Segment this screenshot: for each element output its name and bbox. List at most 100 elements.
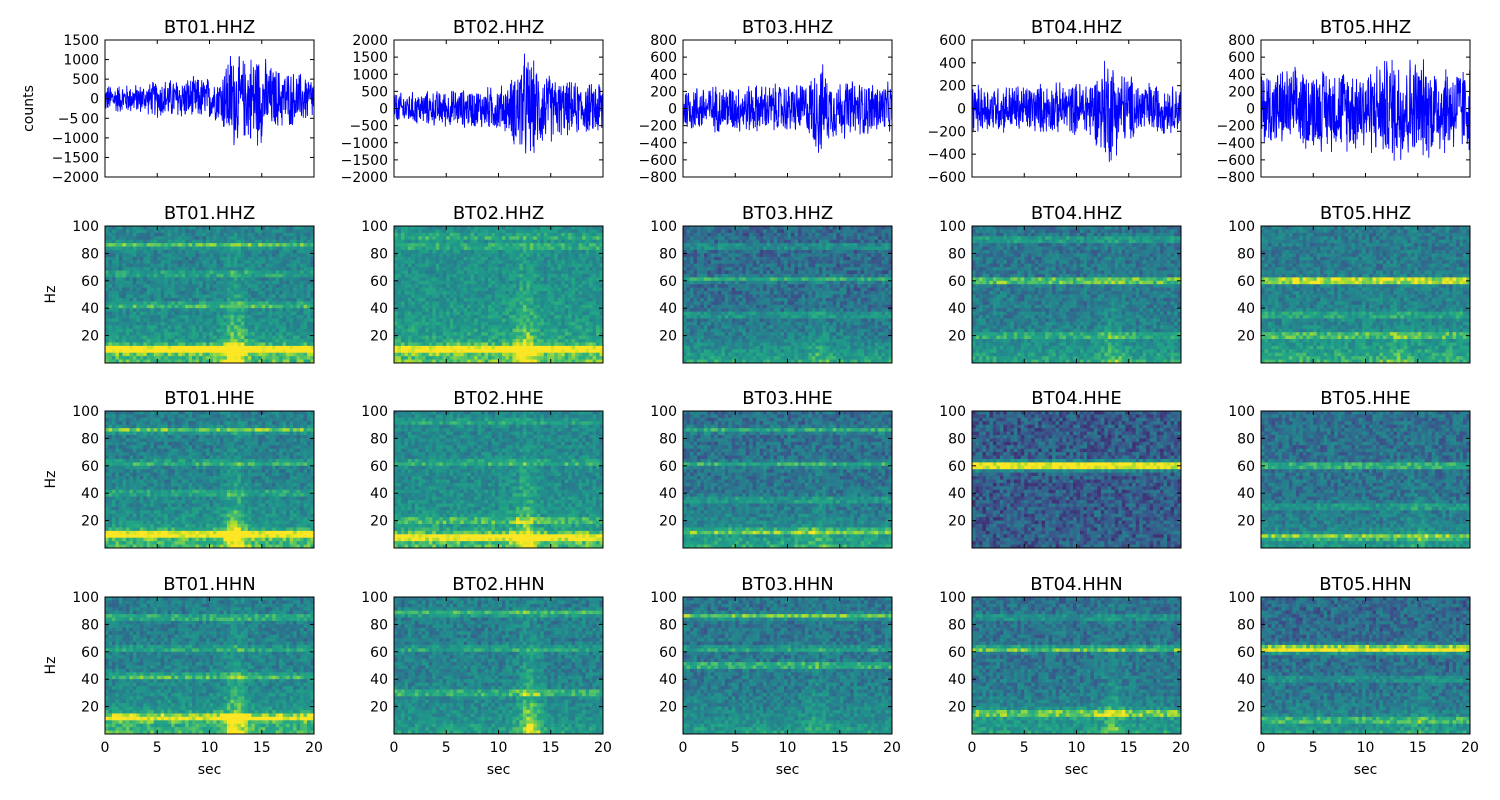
plot-area — [105, 40, 314, 177]
spectrogram-image — [972, 597, 1181, 734]
ytick-label: 20 — [370, 700, 388, 716]
ytick-label: 40 — [370, 486, 388, 502]
xtick-label: 15 — [542, 740, 560, 756]
axes-frame — [1260, 596, 1471, 735]
axes-frame — [104, 225, 315, 364]
waveform-trace — [105, 55, 314, 146]
ytick-label: 40 — [81, 301, 99, 317]
subplot-bt03-hhz-r1: BT03.HHZ 20 40 60 80 100 — [650, 203, 893, 364]
ytick-label: 1000 — [63, 53, 99, 69]
axes-frame — [971, 410, 1182, 549]
ytick-label: −400 — [1217, 136, 1255, 152]
xtick-label: 10 — [1068, 740, 1086, 756]
ytick-label: 20 — [948, 514, 966, 530]
ytick-label: 40 — [659, 672, 677, 688]
ytick-label: 800 — [650, 33, 677, 49]
ytick-label: 80 — [81, 617, 99, 633]
xtick-label: 15 — [253, 740, 271, 756]
subplot-title: BT02.HHZ — [453, 17, 544, 38]
ytick-label: 600 — [650, 50, 677, 66]
ytick-label: 60 — [948, 274, 966, 290]
ytick-label: 200 — [939, 79, 966, 95]
ytick-label: 0 — [90, 92, 99, 108]
ytick-label: 100 — [1228, 590, 1255, 606]
spectrogram-image — [394, 411, 603, 548]
ytick-label: 100 — [939, 219, 966, 235]
axes-frame — [1260, 410, 1471, 549]
ytick-label: 40 — [659, 486, 677, 502]
ytick-label: 40 — [81, 672, 99, 688]
axes-frame — [393, 596, 604, 735]
ytick-label: 100 — [650, 590, 677, 606]
ytick-label: 60 — [1237, 645, 1255, 661]
subplot-bt03-hhn-r3: BT03.HHN 20 40 60 80 100 0 5 10 15 20 sec — [650, 574, 901, 778]
ytick-label: 60 — [659, 459, 677, 475]
axes-frame — [682, 410, 893, 549]
axes-frame — [1260, 39, 1471, 178]
ytick-label: −1000 — [341, 136, 388, 152]
ytick-label: 40 — [370, 672, 388, 688]
axes-frame — [971, 225, 1182, 364]
subplot-bt03-hhe-r2: BT03.HHE 20 40 60 80 100 — [650, 388, 893, 549]
xtick-label: 10 — [1357, 740, 1375, 756]
plot-area — [683, 40, 892, 177]
xtick-label: 5 — [442, 740, 451, 756]
y-axis-label: counts — [21, 85, 37, 132]
ytick-label: 100 — [361, 219, 388, 235]
plot-area — [1261, 40, 1470, 177]
ytick-label: 0 — [1246, 102, 1255, 118]
ytick-label: 20 — [81, 700, 99, 716]
ytick-label: 0 — [668, 102, 677, 118]
ytick-label: 60 — [948, 645, 966, 661]
axes-frame — [393, 410, 604, 549]
ytick-label: 40 — [948, 486, 966, 502]
ytick-label: 20 — [948, 329, 966, 345]
xtick-label: 20 — [883, 740, 901, 756]
subplot-bt02-hhn-r3: BT02.HHN 20 40 60 80 100 0 5 10 15 20 sec — [361, 574, 612, 778]
ytick-label: −2000 — [52, 170, 99, 186]
ytick-label: 60 — [370, 645, 388, 661]
ytick-label: 60 — [1237, 274, 1255, 290]
ytick-label: 100 — [650, 404, 677, 420]
ytick-label: 100 — [72, 404, 99, 420]
ytick-label: 100 — [72, 590, 99, 606]
spectrogram-image — [394, 226, 603, 363]
ytick-label: 20 — [659, 329, 677, 345]
subplot-title: BT02.HHZ — [453, 203, 544, 224]
xtick-label: 15 — [1120, 740, 1138, 756]
ytick-label: −500 — [350, 119, 388, 135]
ytick-label: −400 — [928, 147, 966, 163]
subplot-bt04-hhz-r0: BT04.HHZ 600 400 200 0 −200 −400 −600 — [928, 17, 1182, 186]
ytick-label: 500 — [361, 84, 388, 100]
subplot-bt05-hhe-r2: BT05.HHE 20 40 60 80 100 — [1228, 388, 1471, 549]
ytick-label: 1000 — [352, 67, 388, 83]
ytick-label: −200 — [639, 119, 677, 135]
ytick-label: 100 — [939, 590, 966, 606]
subplot-title: BT02.HHE — [453, 388, 543, 409]
ytick-label: 60 — [659, 274, 677, 290]
xtick-label: 20 — [594, 740, 612, 756]
subplot-title: BT05.HHN — [1319, 574, 1412, 595]
xtick-label: 5 — [1309, 740, 1318, 756]
xtick-label: 5 — [731, 740, 740, 756]
ytick-label: 60 — [81, 459, 99, 475]
subplot-bt01-hhz-r0: BT01.HHZ 1500 1000 500 0 −5 00 −1000 −1500 −2000… — [21, 17, 315, 186]
ytick-label: 20 — [370, 329, 388, 345]
axes-frame — [682, 39, 893, 178]
ytick-label: 40 — [659, 301, 677, 317]
ytick-label: 1500 — [352, 50, 388, 66]
x-axis-label: sec — [198, 762, 222, 778]
subplot-bt04-hhn-r3: BT04.HHN 20 40 60 80 100 0 5 10 15 20 sec — [939, 574, 1190, 778]
axes-frame — [971, 39, 1182, 178]
xtick-label: 5 — [153, 740, 162, 756]
spectrogram-image — [1261, 597, 1470, 734]
ytick-label: 600 — [939, 33, 966, 49]
spectrogram-image — [105, 411, 314, 548]
spectrogram-image — [105, 226, 314, 363]
subplot-title: BT03.HHZ — [742, 17, 833, 38]
subplot-bt02-hhz-r1: BT02.HHZ 20 40 60 80 100 — [361, 203, 604, 364]
ytick-label: 20 — [1237, 329, 1255, 345]
ytick-label: 80 — [370, 431, 388, 447]
ytick-label: 80 — [948, 617, 966, 633]
